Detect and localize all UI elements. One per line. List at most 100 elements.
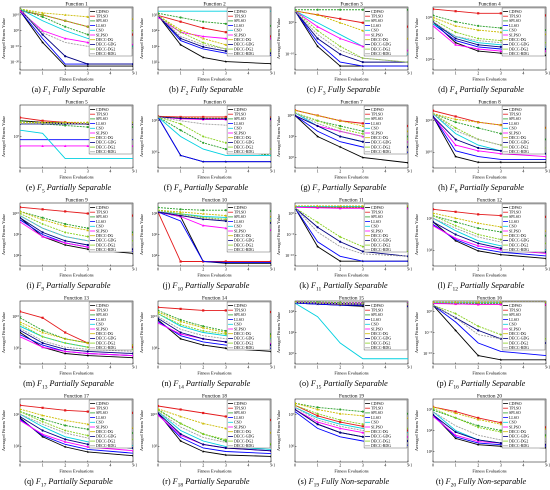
series-point-decc-gdg	[499, 247, 502, 250]
legend-entry: SLPSO	[234, 327, 246, 331]
y-tick-label: 10¹⁰	[12, 211, 19, 216]
x-tick-label: 0	[432, 71, 434, 76]
legend-entry: SPLSO	[509, 215, 521, 219]
legend-box	[226, 105, 270, 155]
series-point-decc-dg	[476, 28, 479, 32]
series-point-cdpso	[361, 304, 365, 308]
legend-entry: CSO	[234, 225, 242, 229]
legend-entry: DECC-GDG	[96, 435, 116, 439]
series-point-splso	[86, 33, 89, 36]
series-point-decc-dg2	[361, 245, 364, 248]
series-point-decc-dg2	[316, 301, 319, 304]
series-point-splso	[544, 234, 546, 237]
series-point-tplso	[269, 260, 271, 263]
x-tick-label: 3	[362, 463, 364, 468]
legend-entry: TPLSO	[96, 15, 108, 19]
caption-kind: Partially Separable	[457, 183, 524, 192]
caption-letter: (j)	[162, 281, 173, 290]
x-axis-label: Fitness Evaluations	[472, 77, 507, 82]
legend-entry: DECC-RDG	[234, 52, 254, 56]
legend-entry: DECC-DG	[371, 38, 388, 42]
series-point-splso	[201, 141, 204, 144]
series-point-splso	[131, 231, 133, 234]
series-line-llso	[295, 207, 408, 262]
series-point-decc-dg	[316, 408, 319, 411]
legend-entry: SPLSO	[371, 411, 383, 415]
series-point-cdpso	[476, 354, 480, 357]
x-axis-label: Fitness Evaluations	[197, 469, 232, 474]
series-point-decc-gdg	[361, 435, 364, 438]
series-point-decc-gdg	[20, 216, 22, 219]
x-tick-label: 0	[19, 365, 21, 370]
caption-letter: (o)	[299, 379, 311, 388]
series-point-decc-dg	[86, 341, 89, 344]
legend: CDPSOTPLSOSPLSOLLSOCSOSLPSODECC-DGDECC-G…	[88, 203, 133, 253]
legend-entry: DECC-RDG	[509, 150, 529, 154]
legend: CDPSOTPLSOSPLSOLLSOCSOSLPSODECC-DGDECC-G…	[501, 7, 545, 57]
x-tick-label: 3	[87, 463, 89, 468]
y-tick-label: 10⁵	[289, 134, 295, 139]
series-point-tplso	[201, 309, 204, 312]
chart-title: Function 5	[65, 100, 88, 106]
series-point-decc-dg2	[178, 323, 182, 326]
series-point-slpso	[339, 427, 342, 430]
x-tick-label: 5	[132, 267, 134, 272]
series-point-decc-dg2	[201, 329, 204, 333]
series-point-splso	[499, 429, 502, 432]
legend-entry: SLPSO	[371, 327, 383, 331]
caption-function-index: 20	[450, 482, 457, 489]
chart-title: Function 17	[64, 394, 89, 400]
series-point-cdpso	[269, 454, 271, 458]
chart-caption: (g) F7 Partially Separable	[275, 183, 412, 195]
y-tick-label: 10⁻¹⁰	[285, 52, 294, 57]
chart-panel-2: Function 2 Averaged Fitness Value 0 1 2 3 4 5 ×1…	[138, 0, 275, 98]
x-multiplier: ×10⁶	[271, 169, 275, 174]
series-point-slpso	[41, 29, 44, 32]
legend-entry: CDPSO	[234, 402, 247, 406]
series-point-splso	[544, 29, 546, 32]
series-point-cdpso	[269, 349, 271, 353]
series-point-tplso	[432, 109, 434, 112]
legend-entry: TPLSO	[234, 113, 246, 117]
x-axis-label: Fitness Evaluations	[59, 175, 94, 180]
series-point-slpso	[453, 236, 457, 240]
x-axis-label: Fitness Evaluations	[334, 469, 369, 474]
series-point-splso	[201, 20, 204, 23]
legend-entry: TPLSO	[234, 407, 246, 411]
legend-entry: SPLSO	[234, 19, 246, 23]
series-point-splso	[476, 227, 479, 230]
series-point-tplso	[41, 208, 44, 211]
legend-box	[363, 399, 408, 449]
series-point-cdpso	[86, 354, 90, 357]
caption-kind: Fully Non-separable	[319, 477, 390, 486]
x-tick-label: 2	[477, 267, 479, 272]
caption-function: F	[449, 183, 455, 192]
x-tick-label: 1	[42, 71, 44, 76]
chart-panel-9: Function 9 Averaged Fitness Value 0 1 2 3 4 5 ×1…	[0, 196, 137, 294]
caption-letter: (i)	[26, 281, 37, 290]
legend-entry: DECC-GDG	[234, 43, 254, 47]
chart-title: Function 8	[478, 100, 501, 106]
series-point-decc-dg2	[453, 224, 457, 227]
legend-entry: DECC-DG	[509, 332, 526, 336]
series-point-slpso	[41, 432, 44, 436]
series-line-decc-rdg	[295, 207, 408, 257]
legend-entry: DECC-RDG	[509, 248, 529, 252]
series-point-decc-gdg	[339, 240, 342, 243]
series-point-decc-gdg	[179, 331, 182, 334]
legend-entry: CDPSO	[371, 206, 384, 210]
legend-entry: DECC-GDG	[371, 141, 391, 145]
x-tick-label: 4	[247, 169, 249, 174]
x-tick-label: 4	[247, 71, 249, 76]
series-point-decc-dg	[476, 418, 479, 421]
series-point-decc-dg	[178, 415, 182, 418]
series-point-decc-gdg	[41, 341, 44, 345]
x-tick-label: 4	[109, 169, 111, 174]
series-point-tplso	[86, 212, 89, 215]
y-tick-label: 10⁴	[151, 253, 157, 258]
series-point-cdpso	[86, 450, 90, 454]
chart-title: Function 15	[339, 296, 364, 302]
series-point-decc-dg2	[406, 250, 408, 253]
series-point-decc-gdg	[64, 239, 67, 242]
x-tick-label: 2	[477, 463, 479, 468]
